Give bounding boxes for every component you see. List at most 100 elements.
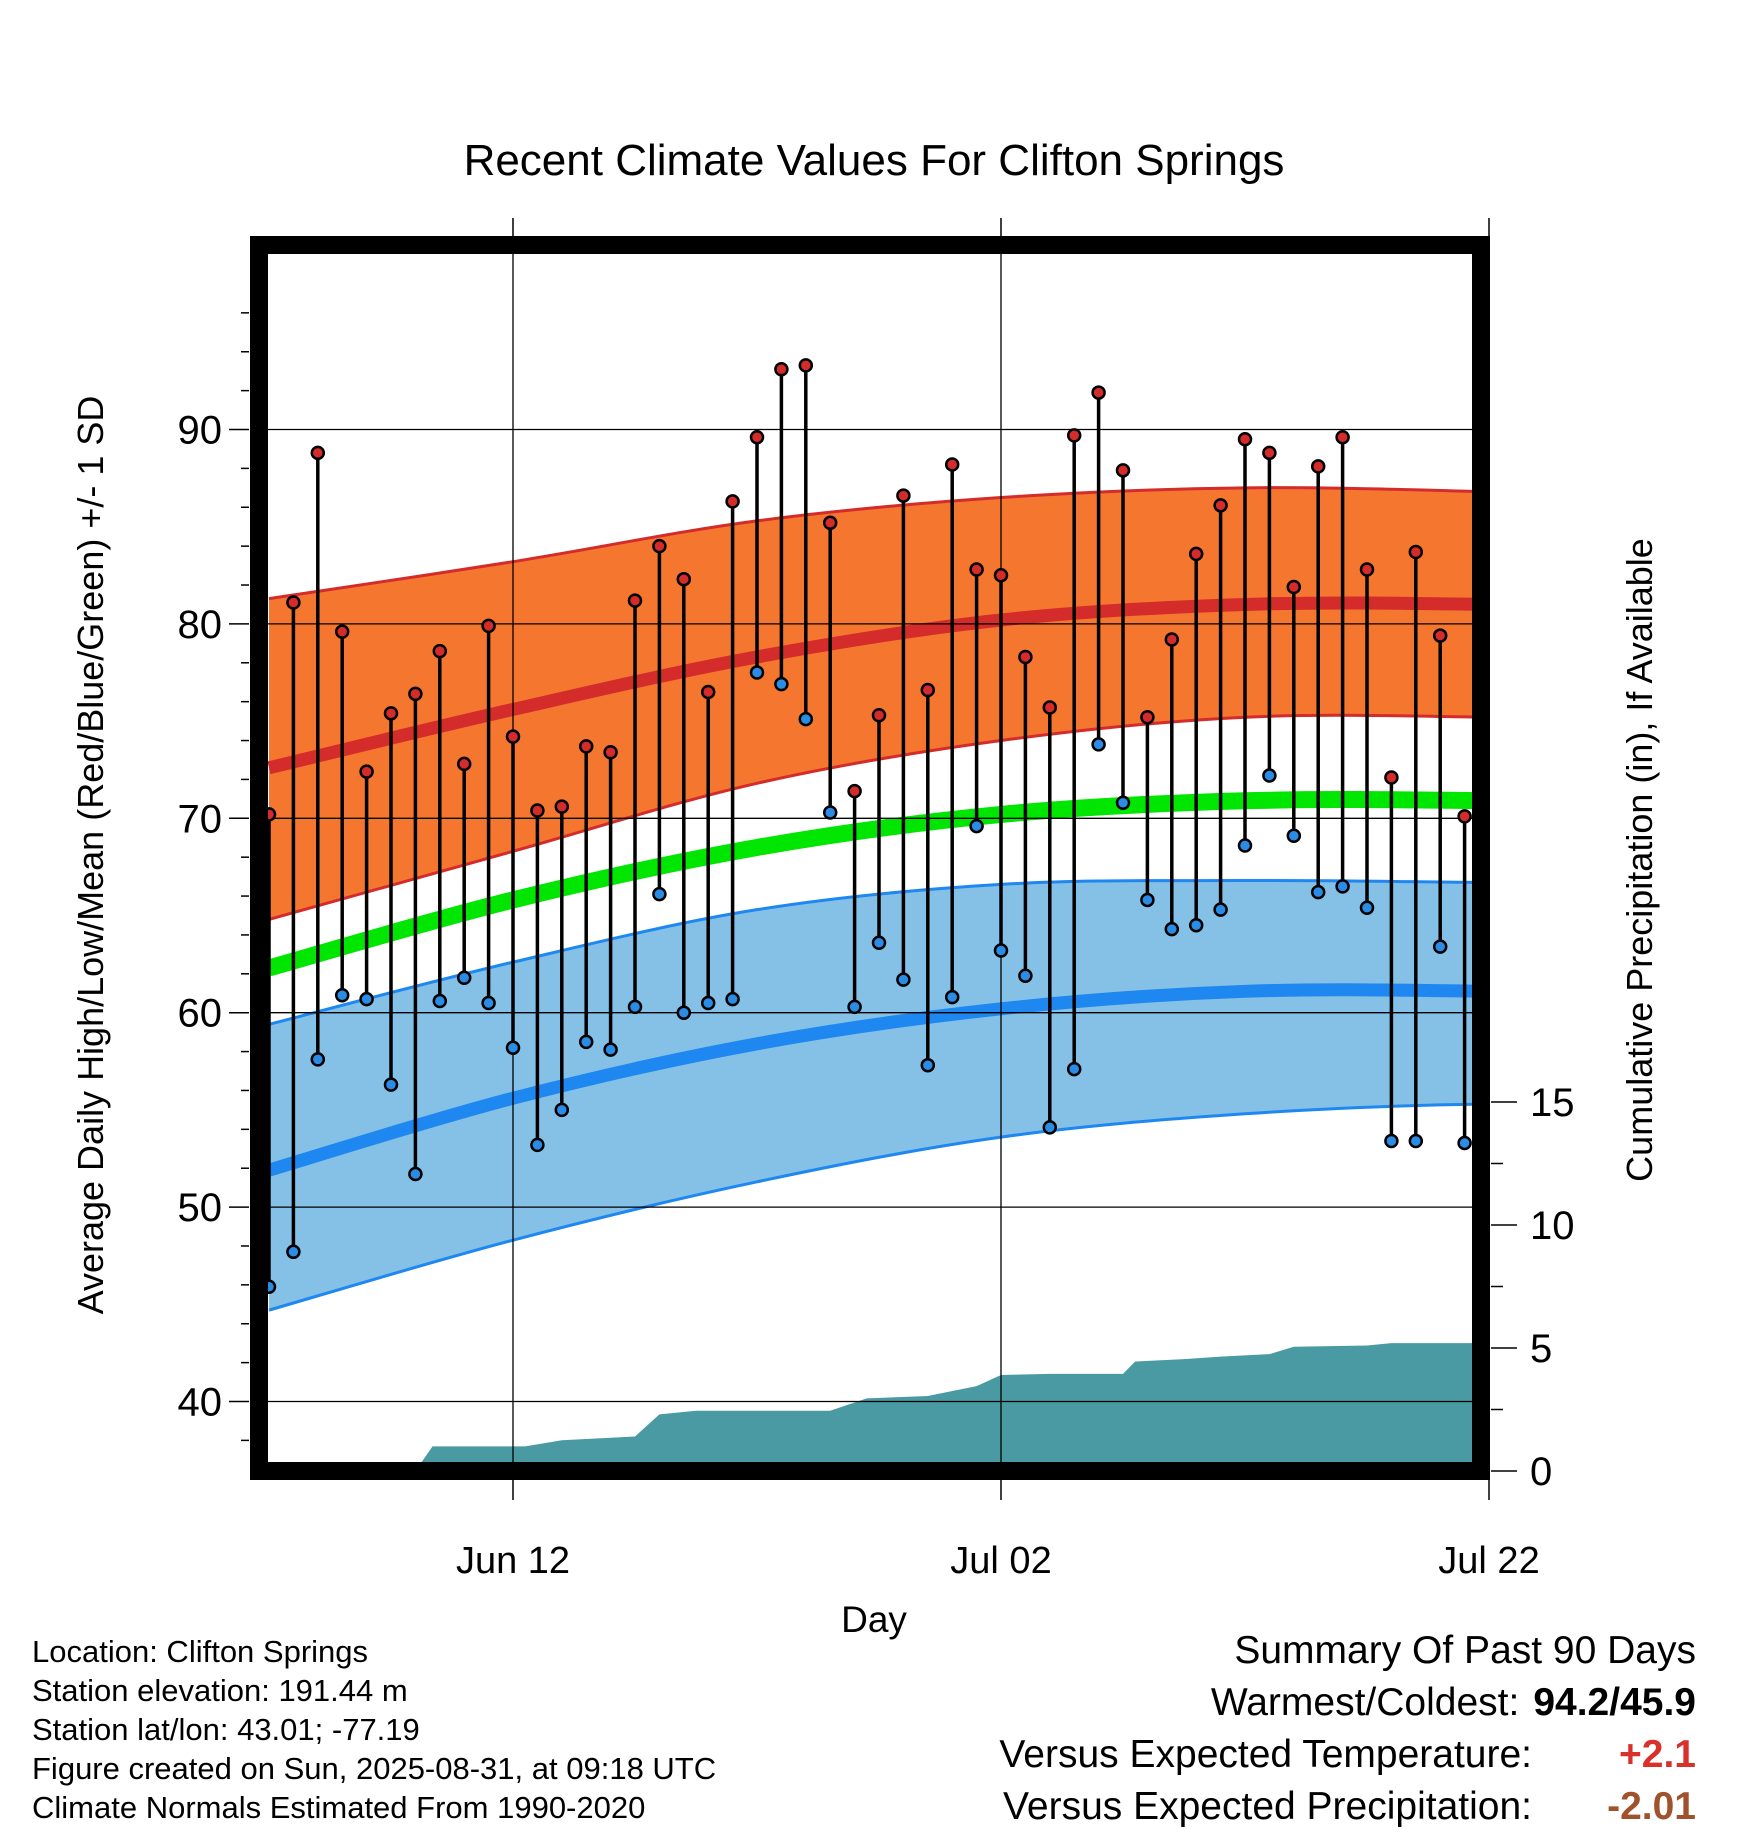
chart-title: Recent Climate Values For Clifton Spring… — [464, 136, 1285, 185]
x-tick-label: Jul 02 — [950, 1540, 1051, 1582]
high-lower-line — [268, 713, 1481, 921]
daily-high-point — [847, 783, 862, 799]
daily-low-point — [603, 1042, 618, 1057]
daily-low-point — [798, 711, 814, 727]
daily-high-point — [310, 445, 326, 461]
daily-low-point — [408, 1166, 423, 1182]
daily-high-point — [725, 494, 740, 509]
daily-low-point — [1018, 968, 1033, 984]
daily-high-point — [1507, 493, 1519, 505]
high-upper-line — [268, 486, 1481, 601]
daily-high-point — [774, 361, 789, 377]
daily-low-point — [1140, 892, 1155, 908]
daily-low-point — [1335, 879, 1350, 894]
daily-low-point — [1042, 1120, 1058, 1135]
daily-high-point — [383, 706, 399, 721]
daily-low-point — [530, 1137, 545, 1153]
daily-high-point — [554, 799, 570, 814]
daily-low-point — [481, 995, 496, 1011]
daily-low-point — [993, 943, 1009, 958]
summary-temp-row: Versus Expected Temperature: +2.1 — [999, 1729, 1696, 1781]
y-tick-label: 40 — [178, 1381, 223, 1425]
daily-low-point — [505, 1040, 521, 1055]
daily-high-point — [1408, 544, 1424, 560]
daily-high-point — [1310, 459, 1326, 474]
daily-high-point — [1457, 809, 1472, 824]
temp-label: Versus Expected Temperature: — [999, 1733, 1532, 1776]
daily-low-point — [1359, 900, 1375, 915]
daily-low-point — [896, 972, 911, 987]
summary-warmest-row: Warmest/Coldest: 94.2/45.9 — [999, 1677, 1696, 1729]
daily-low-point — [1457, 1135, 1472, 1151]
daily-high-point — [652, 538, 667, 554]
daily-high-point — [1286, 579, 1302, 595]
daily-high-point — [1727, 773, 1739, 785]
daily-low-point — [871, 935, 887, 950]
precip-value: -2.01 — [1607, 1785, 1696, 1828]
daily-high-point — [359, 764, 374, 779]
daily-high-point — [456, 756, 472, 772]
daily-low-point — [1310, 884, 1326, 900]
daily-high-point — [1678, 505, 1690, 517]
daily-high-point — [1384, 770, 1399, 785]
daily-high-point — [1188, 546, 1204, 562]
daily-low-point — [1703, 1073, 1715, 1085]
y2-axis-label: Cumulative Precipitation (in), If Availa… — [1619, 538, 1660, 1182]
daily-low-point — [1188, 917, 1204, 933]
daily-low-point — [944, 989, 960, 1005]
daily-high-point — [1532, 381, 1544, 393]
daily-high-point — [1556, 577, 1568, 589]
x-tick-label: Jul 22 — [1438, 1540, 1539, 1582]
daily-low-point — [1066, 1061, 1082, 1077]
daily-high-point — [822, 515, 838, 531]
daily-low-point — [1091, 737, 1106, 752]
daily-high-point — [603, 744, 618, 760]
daily-high-point — [871, 708, 887, 723]
daily-low-point — [310, 1052, 326, 1067]
normals-text: Climate Normals Estimated From 1990-2020 — [32, 1790, 646, 1825]
elevation-text: Station elevation: 191.44 m — [32, 1673, 408, 1708]
daily-high-point — [1042, 700, 1058, 715]
daily-low-point — [700, 995, 716, 1011]
daily-high-point — [896, 488, 911, 503]
daily-low-point — [676, 1005, 692, 1020]
daily-high-point — [408, 686, 423, 702]
daily-high-point — [1018, 649, 1033, 665]
normal-high-line — [267, 596, 1481, 775]
daily-low-point — [1286, 828, 1302, 844]
daily-high-point — [1091, 385, 1106, 400]
daily-high-point — [1066, 428, 1082, 443]
daily-high-point — [505, 729, 521, 744]
daily-low-point — [554, 1102, 570, 1118]
y-tick-label: 90 — [178, 409, 223, 453]
high-sd-band — [269, 487, 1481, 920]
daily-low-point — [627, 999, 643, 1015]
daily-low-point — [1556, 857, 1568, 869]
daily-high-point — [676, 571, 692, 587]
daily-high-point — [969, 562, 984, 577]
plot-frame — [250, 236, 1490, 1480]
daily-high-point — [1164, 632, 1180, 647]
daily-low-point — [1678, 890, 1690, 902]
low-lower-line — [268, 1102, 1481, 1312]
summary-panel: Summary Of Past 90 Days Warmest/Coldest:… — [999, 1625, 1696, 1833]
warmest-value: 94.2/45.9 — [1533, 1681, 1696, 1724]
daily-low-point — [432, 993, 448, 1009]
daily-low-point — [359, 991, 374, 1007]
created-text: Figure created on Sun, 2025-08-31, at 09… — [32, 1751, 717, 1786]
summary-precip-row: Versus Expected Precipitation: -2.01 — [999, 1781, 1696, 1833]
daily-low-point — [1727, 1195, 1739, 1207]
daily-low-point — [334, 987, 350, 1003]
y-tick-label: 60 — [178, 992, 223, 1036]
daily-high-point — [1432, 628, 1448, 643]
daily-high-point — [1581, 484, 1593, 496]
daily-high-point — [798, 358, 814, 373]
daily-low-point — [1432, 939, 1448, 954]
daily-low-point — [1581, 892, 1593, 904]
precip-area — [269, 1343, 1481, 1471]
y-axis-label: Average Daily High/Low/Mean (Red/Blue/Gr… — [70, 396, 111, 1315]
daily-high-point — [627, 593, 643, 608]
daily-low-point — [1164, 921, 1180, 937]
daily-high-point — [578, 739, 594, 754]
daily-low-point — [383, 1077, 399, 1092]
